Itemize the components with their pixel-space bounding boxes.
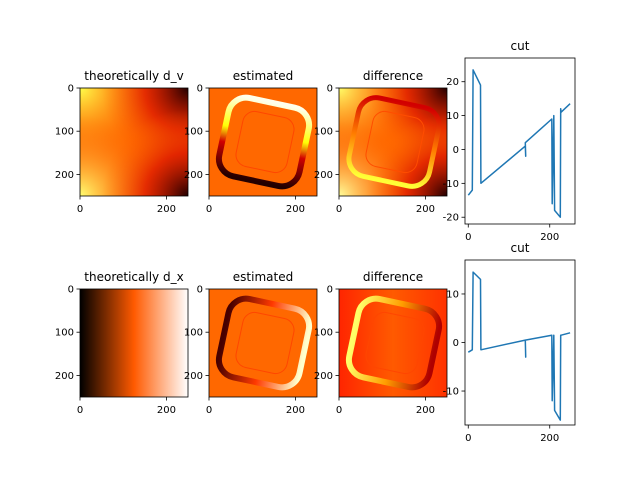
y-tick-label: 0 <box>453 338 459 349</box>
y-tick-label: 200 <box>314 170 333 181</box>
heatmap-subplot-7: difference 0 200 0 100 200 <box>314 270 448 416</box>
x-tick-label: 200 <box>157 204 176 215</box>
heatmap-subplot-1: theoretically d_v 0 200 0 100 200 <box>55 69 189 215</box>
cut-series-line <box>467 271 571 421</box>
x-tick-label: 0 <box>465 232 471 243</box>
heatmap-image <box>80 289 188 397</box>
y-tick-label: 100 <box>314 127 333 138</box>
x-tick-label: 200 <box>286 405 305 416</box>
axes-frame <box>79 87 189 197</box>
y-tick-label: -10 <box>443 179 459 190</box>
axes-frame <box>464 259 576 426</box>
y-tick-label: 200 <box>184 170 203 181</box>
heatmap-image <box>209 88 317 196</box>
cut-subplot-8: cut 0 200 -10 0 10 <box>443 241 576 444</box>
x-tick-label: 0 <box>77 204 83 215</box>
x-tick-label: 0 <box>206 204 212 215</box>
y-tick-label: 100 <box>184 127 203 138</box>
x-tick-label: 200 <box>157 405 176 416</box>
axes-frame <box>208 288 318 398</box>
subplot-title: estimated <box>233 270 293 284</box>
y-tick-label: 0 <box>453 145 459 156</box>
x-tick-label: 200 <box>540 433 559 444</box>
subplot-title: estimated <box>233 69 293 83</box>
y-tick-label: 200 <box>184 371 203 382</box>
x-tick-label: 200 <box>540 232 559 243</box>
axes-frame <box>338 288 448 398</box>
subplot-title: theoretically d_v <box>84 69 183 83</box>
heatmap-subplot-6: estimated 0 200 0 100 200 <box>184 270 318 416</box>
y-tick-label: 200 <box>314 371 333 382</box>
y-tick-label: 0 <box>327 84 333 95</box>
heatmap-subplot-2: estimated 0 200 0 100 200 <box>184 69 318 215</box>
cut-subplot-4: cut 0 200 -20 -10 0 10 20 <box>443 39 576 243</box>
y-tick-label: 10 <box>446 289 459 300</box>
axes-frame <box>338 87 448 197</box>
y-tick-label: 0 <box>197 84 203 95</box>
x-tick-label: 0 <box>206 405 212 416</box>
subplot-title: theoretically d_x <box>84 270 183 284</box>
x-tick-label: 200 <box>416 405 435 416</box>
y-tick-label: 0 <box>68 285 74 296</box>
y-tick-label: -10 <box>443 387 459 398</box>
y-tick-label: 200 <box>55 170 74 181</box>
heatmap-image <box>339 289 447 397</box>
heatmap-image <box>209 289 317 397</box>
subplot-title: difference <box>363 270 423 284</box>
y-tick-label: 100 <box>184 328 203 339</box>
x-tick-label: 0 <box>336 204 342 215</box>
cut-series-line <box>467 69 571 218</box>
heatmap-subplot-5: theoretically d_x 0 200 0 100 200 <box>55 270 189 416</box>
x-tick-label: 200 <box>286 204 305 215</box>
y-tick-label: 10 <box>446 111 459 122</box>
y-tick-label: 100 <box>55 328 74 339</box>
y-tick-label: -20 <box>443 213 459 224</box>
subplot-title: cut <box>511 241 530 255</box>
subplot-title: difference <box>363 69 423 83</box>
heatmap-image <box>80 88 188 196</box>
x-tick-label: 0 <box>336 405 342 416</box>
axes-frame <box>464 57 576 225</box>
x-tick-label: 0 <box>77 405 83 416</box>
y-tick-label: 0 <box>327 285 333 296</box>
y-tick-label: 100 <box>314 328 333 339</box>
heatmap-image <box>339 88 447 196</box>
y-tick-label: 200 <box>55 371 74 382</box>
heatmap-subplot-3: difference 0 200 0 100 200 <box>314 69 448 215</box>
y-tick-label: 100 <box>55 127 74 138</box>
x-tick-label: 0 <box>465 433 471 444</box>
x-tick-label: 200 <box>416 204 435 215</box>
axes-frame <box>208 87 318 197</box>
y-tick-label: 0 <box>68 84 74 95</box>
y-tick-label: 20 <box>446 77 459 88</box>
axes-frame <box>79 288 189 398</box>
y-tick-label: 0 <box>197 285 203 296</box>
subplot-title: cut <box>511 39 530 53</box>
